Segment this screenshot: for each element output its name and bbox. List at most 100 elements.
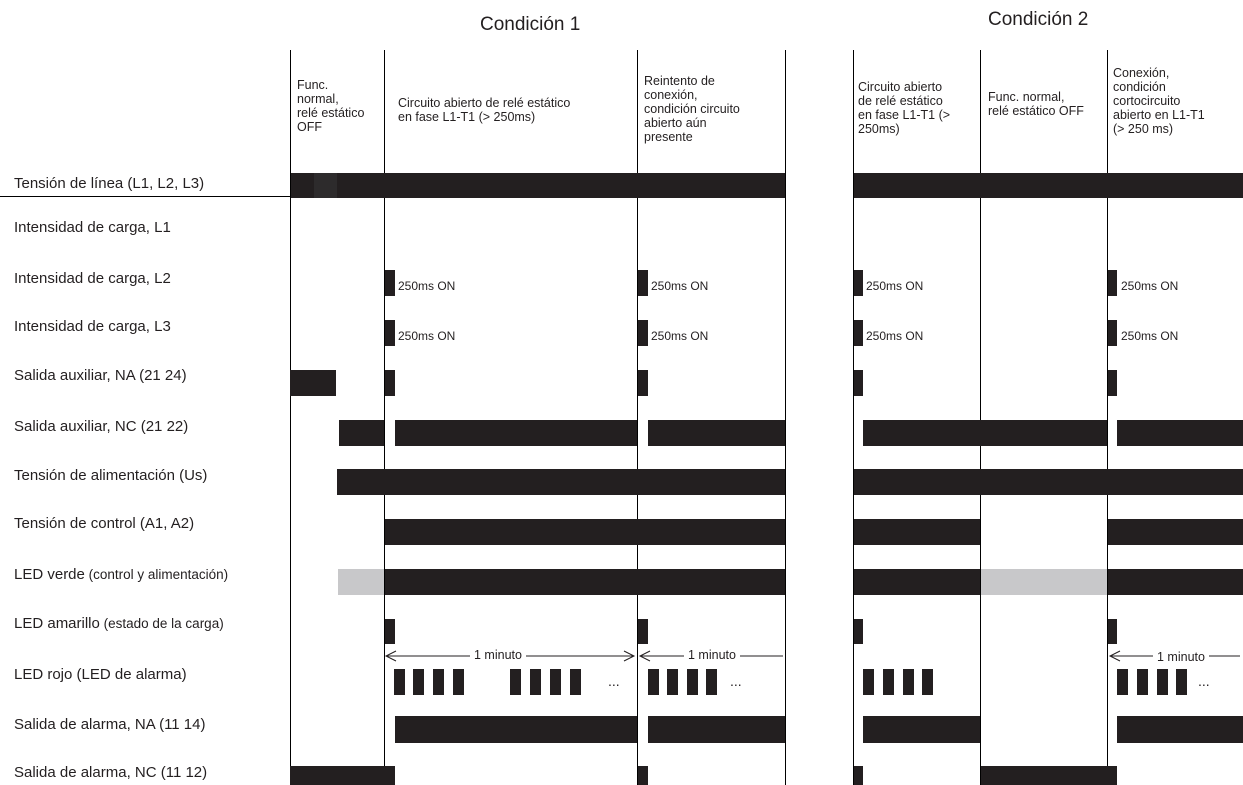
ellipsis: ... — [730, 673, 742, 689]
ellipsis: ... — [1198, 673, 1210, 689]
signal-pulse — [385, 270, 395, 296]
blink-pulse — [433, 669, 444, 695]
signal-pulse — [638, 766, 648, 785]
column-divider — [785, 50, 786, 785]
row-label-control-voltage: Tensión de control (A1, A2) — [14, 515, 195, 532]
row-label-load-current-l1: Intensidad de carga, L1 — [14, 219, 171, 236]
signal-pulse — [854, 320, 863, 346]
signal-pulse — [638, 619, 648, 644]
blink-pulse — [903, 669, 914, 695]
pulse-label: 250ms ON — [1121, 329, 1179, 343]
ellipsis: ... — [608, 673, 620, 689]
signal-block — [337, 173, 785, 198]
blink-pulse — [687, 669, 698, 695]
signal-pulse — [1108, 619, 1117, 644]
blink-pulse — [453, 669, 464, 695]
led-off-block — [981, 569, 1107, 595]
signal-block — [648, 420, 785, 446]
pulse-label: 250ms ON — [866, 329, 924, 343]
row-label-alarm-output-na: Salida de alarma, NA (11 14) — [14, 716, 206, 733]
signal-block — [290, 766, 395, 785]
blink-pulse — [550, 669, 561, 695]
signal-block — [854, 569, 980, 595]
led-off-block — [338, 569, 384, 595]
signal-block — [314, 173, 337, 198]
signal-block — [863, 716, 980, 743]
blink-pulse — [648, 669, 659, 695]
signal-block — [385, 569, 785, 595]
minute-label: 1 minuto — [684, 648, 740, 662]
condition-2-title: Condición 2 — [988, 9, 1089, 30]
signal-pulse — [1108, 270, 1117, 296]
row-label-green-led: LED verde (control y alimentación) — [14, 566, 229, 583]
pulse-label: 250ms ON — [398, 279, 456, 293]
column-divider — [980, 50, 981, 785]
signal-block — [1117, 420, 1243, 446]
minute-label: 1 minuto — [1153, 650, 1209, 664]
column-divider — [290, 50, 291, 785]
signal-pulse — [385, 320, 395, 346]
column-divider — [853, 50, 854, 785]
row-label-alarm-output-nc: Salida de alarma, NC (11 12) — [14, 764, 208, 781]
row-label-load-current-l2: Intensidad de carga, L2 — [14, 270, 171, 287]
signal-block — [395, 716, 637, 743]
minute-label: 1 minuto — [470, 648, 526, 662]
signal-pulse — [854, 619, 863, 644]
blink-pulse — [510, 669, 521, 695]
signal-block — [648, 716, 785, 743]
column-header-c1c: Reintento de conexión, condición circuito a… — [644, 74, 740, 144]
row-label-aux-output-na: Salida auxiliar, NA (21 24) — [14, 367, 187, 384]
column-header-c1a: Func. normal, relé estático OFF — [297, 78, 365, 134]
column-header-c2a: Circuito abierto de relé estático en fase … — [858, 80, 951, 136]
blink-pulse — [1176, 669, 1187, 695]
signal-pulse — [638, 370, 648, 396]
blink-pulse — [530, 669, 541, 695]
pulse-label: 250ms ON — [866, 279, 924, 293]
signal-pulse — [638, 320, 648, 346]
column-header-c1b: Circuito abierto de relé estático en fase… — [398, 96, 571, 124]
blink-pulse — [863, 669, 874, 695]
row-label-red-led: LED rojo (LED de alarma) — [14, 666, 187, 683]
column-divider — [637, 50, 638, 785]
condition-1-title: Condición 1 — [480, 14, 581, 35]
blink-pulse — [1157, 669, 1168, 695]
signal-block — [1117, 716, 1243, 743]
signal-block — [981, 766, 1117, 785]
signal-block — [291, 173, 314, 198]
signal-pulse — [854, 270, 863, 296]
signal-block — [290, 370, 336, 396]
signal-pulse — [385, 370, 395, 396]
blink-pulse — [667, 669, 678, 695]
pulse-label: 250ms ON — [651, 329, 709, 343]
blink-pulse — [394, 669, 405, 695]
signal-block — [339, 420, 384, 446]
row-label-supply-voltage: Tensión de alimentación (Us) — [14, 467, 208, 484]
blink-pulse — [1117, 669, 1128, 695]
signal-block — [854, 519, 980, 545]
blink-pulse — [922, 669, 933, 695]
row-label-yellow-led: LED amarillo (estado de la carga) — [14, 615, 224, 632]
column-divider — [1107, 50, 1108, 785]
pulse-label: 250ms ON — [398, 329, 456, 343]
column-header-c2b: Func. normal, relé estático OFF — [988, 90, 1084, 118]
blink-pulse — [413, 669, 424, 695]
blink-pulse — [706, 669, 717, 695]
row-label-load-current-l3: Intensidad de carga, L3 — [14, 318, 171, 335]
signal-pulse — [1108, 370, 1117, 396]
signal-pulse — [854, 766, 863, 785]
signal-pulse — [385, 619, 395, 644]
pulse-label: 250ms ON — [651, 279, 709, 293]
signal-block — [1108, 569, 1243, 595]
blink-pulse — [883, 669, 894, 695]
column-divider — [384, 50, 385, 785]
signal-block — [863, 420, 1107, 446]
signal-block — [854, 469, 1243, 495]
signal-block — [854, 173, 1243, 198]
signal-pulse — [1108, 320, 1117, 346]
blink-pulse — [1137, 669, 1148, 695]
column-header-c2c: Conexión, condición cortocircuito abierto e… — [1113, 66, 1205, 136]
signal-block — [395, 420, 637, 446]
signal-block — [337, 469, 785, 495]
signal-pulse — [638, 270, 648, 296]
